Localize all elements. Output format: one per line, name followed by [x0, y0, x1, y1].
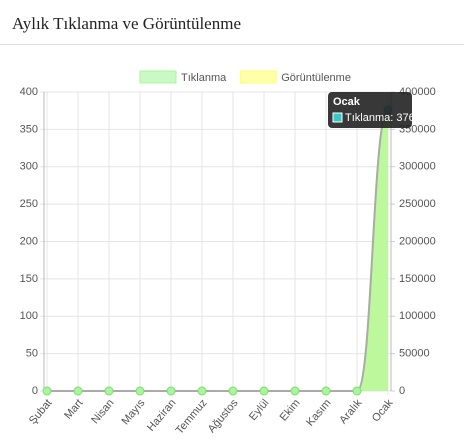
y2-tick-label: 300000	[399, 161, 436, 173]
y-tick-label: 100	[20, 310, 38, 322]
data-point	[352, 386, 362, 396]
x-tick-label: Kasım	[304, 397, 333, 429]
x-tick-label: Temmuz	[174, 397, 210, 437]
y2-tick-label: 200000	[399, 235, 436, 247]
y-tick-label: 50	[26, 348, 38, 360]
y-tick-label: 350	[20, 123, 38, 135]
data-point	[166, 386, 176, 396]
data-point	[42, 386, 52, 396]
legend-swatch	[239, 70, 277, 84]
tooltip-box	[328, 92, 412, 128]
x-tick-label: Aralık	[337, 397, 365, 427]
data-point	[73, 386, 83, 396]
y-tick-label: 300	[20, 161, 38, 173]
series-line	[47, 109, 389, 392]
series-line	[47, 108, 389, 392]
y2-tick-label: 0	[399, 385, 405, 397]
y2-tick-label: 250000	[399, 198, 436, 210]
series-area	[47, 109, 388, 391]
y2-tick-label: 50000	[399, 348, 430, 360]
tooltip-title: Ocak	[333, 96, 361, 108]
y2-tick-label: 100000	[399, 310, 436, 322]
series-area	[47, 110, 388, 391]
tooltip-swatch	[332, 112, 343, 123]
x-tick-label: Eylül	[247, 397, 272, 423]
data-point	[135, 386, 145, 396]
x-tick-label: Ocak	[370, 397, 396, 425]
x-tick-label: Mart	[62, 397, 85, 422]
data-point	[104, 386, 114, 396]
y-tick-label: 200	[20, 235, 38, 247]
page-title: Aylık Tıklanma ve Görüntülenme	[12, 14, 241, 33]
y2-tick-label: 150000	[399, 273, 436, 285]
x-tick-label: Ağustos	[206, 397, 241, 436]
tooltip-label: Tıklanma: 376	[345, 112, 415, 124]
y-tick-label: 250	[20, 198, 38, 210]
x-tick-label: Şubat	[27, 397, 55, 427]
x-tick-label: Mayıs	[119, 397, 147, 428]
legend-label: Tıklanma	[181, 72, 227, 84]
y-tick-label: 400	[20, 86, 38, 98]
data-point	[321, 386, 331, 396]
x-tick-label: Nisan	[89, 397, 116, 426]
tooltip: Ocak Tıklanma: 376	[328, 92, 415, 128]
y-tick-label: 0	[32, 385, 38, 397]
x-tick-label: Ekim	[278, 397, 303, 423]
data-point	[228, 386, 238, 396]
legend-swatch	[139, 70, 177, 84]
data-point	[259, 386, 269, 396]
legend: Tıklanma Görüntülenme	[139, 70, 351, 84]
legend-label: Görüntülenme	[281, 72, 351, 84]
data-point	[290, 386, 300, 396]
y-tick-label: 150	[20, 273, 38, 285]
separator	[0, 44, 464, 45]
data-point	[197, 386, 207, 396]
